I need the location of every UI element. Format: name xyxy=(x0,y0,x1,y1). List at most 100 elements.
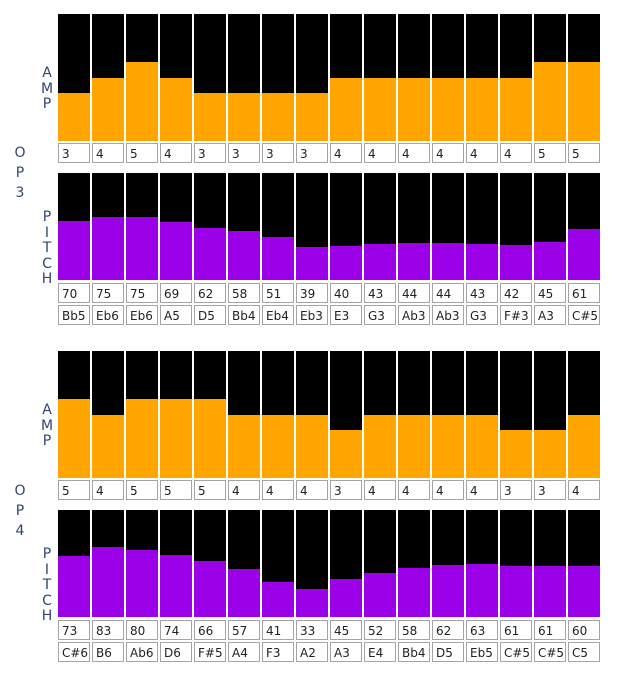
op4-pitch-slider[interactable] xyxy=(330,510,362,617)
op3-pitch-slider[interactable] xyxy=(364,173,396,280)
op4-pitch-value[interactable]: 60 xyxy=(568,620,600,640)
op3-note-name[interactable]: Ab3 xyxy=(398,305,430,325)
op3-note-name[interactable]: Ab3 xyxy=(432,305,464,325)
op3-pitch-slider[interactable] xyxy=(296,173,328,280)
op4-pitch-slider[interactable] xyxy=(534,510,566,617)
op3-amp-value[interactable]: 3 xyxy=(58,143,90,163)
op4-amp-value[interactable]: 4 xyxy=(398,480,430,500)
op3-pitch-slider[interactable] xyxy=(432,173,464,280)
op3-amp-value[interactable]: 3 xyxy=(194,143,226,163)
op3-pitch-slider[interactable] xyxy=(58,173,90,280)
op3-amp-slider[interactable] xyxy=(296,14,328,141)
op3-pitch-slider[interactable] xyxy=(330,173,362,280)
op4-note-name[interactable]: D5 xyxy=(432,642,464,662)
op4-pitch-slider[interactable] xyxy=(432,510,464,617)
op4-amp-value[interactable]: 5 xyxy=(160,480,192,500)
op3-amp-slider[interactable] xyxy=(58,14,90,141)
op4-amp-slider[interactable] xyxy=(330,351,362,478)
op3-pitch-slider[interactable] xyxy=(92,173,124,280)
op4-note-name[interactable]: A3 xyxy=(330,642,362,662)
op4-note-name[interactable]: C#5 xyxy=(534,642,566,662)
op4-amp-slider[interactable] xyxy=(500,351,532,478)
op4-amp-value[interactable]: 5 xyxy=(194,480,226,500)
op3-amp-slider[interactable] xyxy=(466,14,498,141)
op4-amp-slider[interactable] xyxy=(262,351,294,478)
op3-pitch-value[interactable]: 44 xyxy=(432,283,464,303)
op4-pitch-value[interactable]: 61 xyxy=(534,620,566,640)
op4-pitch-slider[interactable] xyxy=(126,510,158,617)
op3-note-name[interactable]: Bb5 xyxy=(58,305,90,325)
op3-amp-value[interactable]: 4 xyxy=(398,143,430,163)
op3-note-name[interactable]: Bb4 xyxy=(228,305,260,325)
op4-note-name[interactable]: C5 xyxy=(568,642,600,662)
op3-pitch-value[interactable]: 58 xyxy=(228,283,260,303)
op4-amp-slider[interactable] xyxy=(160,351,192,478)
op4-pitch-value[interactable]: 63 xyxy=(466,620,498,640)
op3-pitch-slider[interactable] xyxy=(466,173,498,280)
op4-amp-value[interactable]: 4 xyxy=(92,480,124,500)
op4-amp-slider[interactable] xyxy=(432,351,464,478)
op4-pitch-value[interactable]: 80 xyxy=(126,620,158,640)
op3-amp-value[interactable]: 5 xyxy=(534,143,566,163)
op3-note-name[interactable]: Eb4 xyxy=(262,305,294,325)
op4-note-name[interactable]: A2 xyxy=(296,642,328,662)
op3-amp-value[interactable]: 5 xyxy=(568,143,600,163)
op4-pitch-slider[interactable] xyxy=(398,510,430,617)
op3-pitch-value[interactable]: 40 xyxy=(330,283,362,303)
op3-amp-slider[interactable] xyxy=(160,14,192,141)
op3-note-name[interactable]: F#3 xyxy=(500,305,532,325)
op3-note-name[interactable]: A3 xyxy=(534,305,566,325)
op4-pitch-value[interactable]: 58 xyxy=(398,620,430,640)
op3-amp-value[interactable]: 3 xyxy=(262,143,294,163)
op3-amp-value[interactable]: 4 xyxy=(160,143,192,163)
op4-amp-slider[interactable] xyxy=(194,351,226,478)
op4-pitch-value[interactable]: 66 xyxy=(194,620,226,640)
op3-amp-slider[interactable] xyxy=(126,14,158,141)
op3-amp-slider[interactable] xyxy=(534,14,566,141)
op4-amp-value[interactable]: 4 xyxy=(364,480,396,500)
op4-pitch-value[interactable]: 62 xyxy=(432,620,464,640)
op3-pitch-value[interactable]: 39 xyxy=(296,283,328,303)
op3-amp-value[interactable]: 4 xyxy=(364,143,396,163)
op3-note-name[interactable]: Eb6 xyxy=(92,305,124,325)
op3-pitch-slider[interactable] xyxy=(262,173,294,280)
op3-pitch-slider[interactable] xyxy=(534,173,566,280)
op4-amp-value[interactable]: 5 xyxy=(126,480,158,500)
op4-amp-value[interactable]: 5 xyxy=(58,480,90,500)
op4-amp-value[interactable]: 4 xyxy=(432,480,464,500)
op4-amp-value[interactable]: 4 xyxy=(296,480,328,500)
op3-note-name[interactable]: A5 xyxy=(160,305,192,325)
op4-note-name[interactable]: Bb4 xyxy=(398,642,430,662)
op4-note-name[interactable]: C#5 xyxy=(500,642,532,662)
op4-note-name[interactable]: F#5 xyxy=(194,642,226,662)
op3-note-name[interactable]: Eb3 xyxy=(296,305,328,325)
op4-amp-slider[interactable] xyxy=(228,351,260,478)
op4-amp-value[interactable]: 3 xyxy=(500,480,532,500)
op4-amp-slider[interactable] xyxy=(534,351,566,478)
op4-pitch-value[interactable]: 74 xyxy=(160,620,192,640)
op3-note-name[interactable]: D5 xyxy=(194,305,226,325)
op3-note-name[interactable]: Eb6 xyxy=(126,305,158,325)
op4-amp-slider[interactable] xyxy=(126,351,158,478)
op4-pitch-slider[interactable] xyxy=(500,510,532,617)
op4-note-name[interactable]: Ab6 xyxy=(126,642,158,662)
op3-amp-slider[interactable] xyxy=(568,14,600,141)
op3-pitch-slider[interactable] xyxy=(568,173,600,280)
op4-note-name[interactable]: D6 xyxy=(160,642,192,662)
op4-pitch-value[interactable]: 61 xyxy=(500,620,532,640)
op4-pitch-value[interactable]: 52 xyxy=(364,620,396,640)
op3-note-name[interactable]: G3 xyxy=(364,305,396,325)
op4-pitch-value[interactable]: 45 xyxy=(330,620,362,640)
op3-note-name[interactable]: E3 xyxy=(330,305,362,325)
op4-amp-value[interactable]: 3 xyxy=(534,480,566,500)
op3-pitch-slider[interactable] xyxy=(194,173,226,280)
op4-pitch-slider[interactable] xyxy=(194,510,226,617)
op3-note-name[interactable]: C#5 xyxy=(568,305,600,325)
op3-note-name[interactable]: G3 xyxy=(466,305,498,325)
op3-pitch-slider[interactable] xyxy=(126,173,158,280)
op4-pitch-slider[interactable] xyxy=(568,510,600,617)
op4-note-name[interactable]: E4 xyxy=(364,642,396,662)
op4-amp-slider[interactable] xyxy=(364,351,396,478)
op3-pitch-value[interactable]: 43 xyxy=(466,283,498,303)
op4-pitch-slider[interactable] xyxy=(364,510,396,617)
